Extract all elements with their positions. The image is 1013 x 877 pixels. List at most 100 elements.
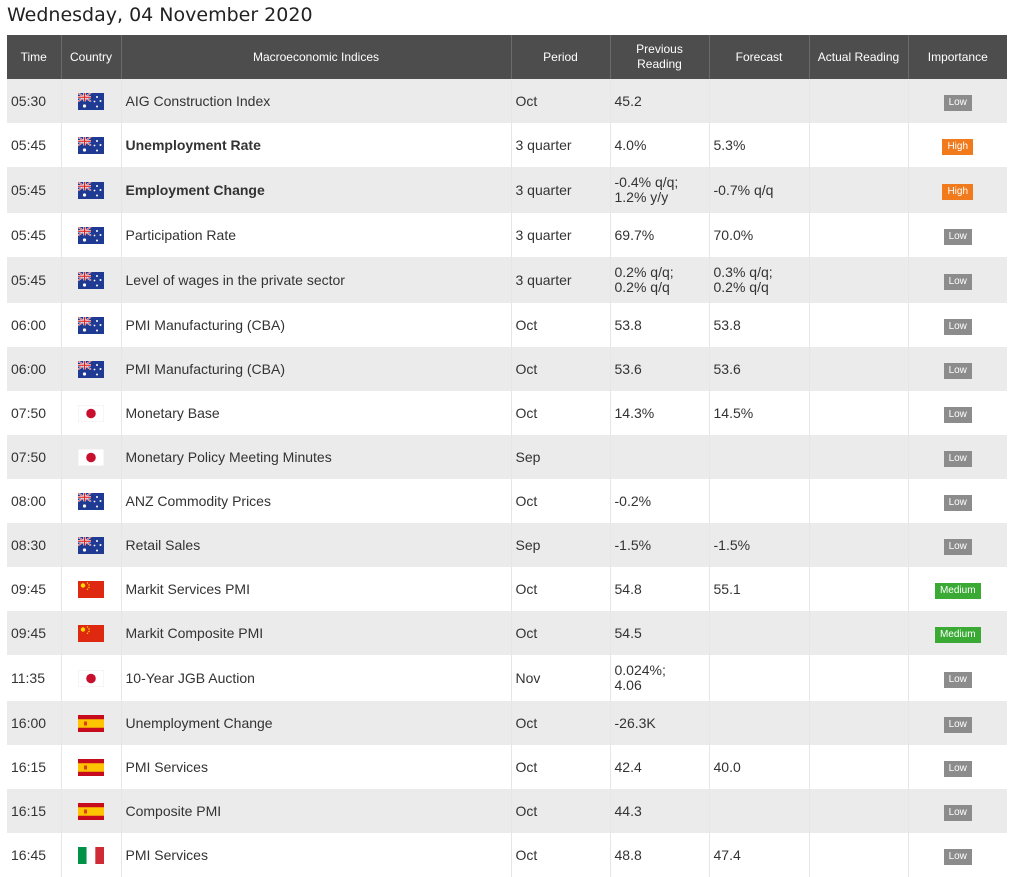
period-cell: Sep bbox=[511, 523, 611, 567]
table-row[interactable]: 16:15 PMI Services Oct 42.4 40.0 Low bbox=[7, 745, 1007, 789]
importance-cell: Low bbox=[908, 435, 1007, 479]
china-flag-icon bbox=[78, 624, 104, 642]
table-row[interactable]: 05:45 Participation Rate 3 quarter 69.7% 70.… bbox=[7, 213, 1007, 257]
indicator-name[interactable]: ANZ Commodity Prices bbox=[121, 479, 512, 523]
time-cell: 06:00 bbox=[7, 303, 62, 347]
forecast-cell bbox=[709, 655, 810, 701]
table-row[interactable]: 16:15 Composite PMI Oct 44.3 Low bbox=[7, 789, 1007, 833]
period-cell: Oct bbox=[511, 479, 611, 523]
indicator-name[interactable]: Unemployment Rate bbox=[121, 123, 512, 167]
indicator-name[interactable]: AIG Construction Index bbox=[121, 79, 512, 123]
australia-flag-icon bbox=[77, 92, 104, 110]
importance-badge: Low bbox=[943, 804, 972, 821]
australia-flag-icon bbox=[77, 492, 104, 510]
table-body: 05:30 AIG Construction Index Oct 45.2 Low 05:… bbox=[7, 79, 1007, 877]
importance-badge: Low bbox=[943, 538, 972, 555]
forecast-cell: 55.1 bbox=[709, 567, 810, 611]
time-cell: 05:45 bbox=[7, 167, 62, 213]
time-cell: 05:45 bbox=[7, 213, 62, 257]
previous-reading-cell: 44.3 bbox=[610, 789, 710, 833]
period-cell: Oct bbox=[511, 391, 611, 435]
importance-badge: Low bbox=[943, 716, 972, 733]
country-cell bbox=[61, 611, 122, 655]
time-cell: 05:45 bbox=[7, 123, 62, 167]
australia-flag-icon bbox=[77, 271, 104, 289]
importance-badge: Low bbox=[943, 228, 972, 245]
indicator-name[interactable]: Employment Change bbox=[121, 167, 512, 213]
actual-reading-cell bbox=[809, 523, 909, 567]
country-cell bbox=[61, 655, 122, 701]
previous-reading-cell: -1.5% bbox=[610, 523, 710, 567]
period-cell: Oct bbox=[511, 745, 611, 789]
importance-cell: Low bbox=[908, 655, 1007, 701]
importance-cell: Low bbox=[908, 391, 1007, 435]
forecast-cell: 47.4 bbox=[709, 833, 810, 877]
indicator-name[interactable]: Monetary Policy Meeting Minutes bbox=[121, 435, 512, 479]
table-row[interactable]: 07:50 Monetary Base Oct 14.3% 14.5% Low bbox=[7, 391, 1007, 435]
forecast-cell bbox=[709, 435, 810, 479]
table-header-row: Time Country Macroeconomic Indices Perio… bbox=[7, 35, 1007, 79]
previous-reading-cell bbox=[610, 435, 710, 479]
importance-badge: Low bbox=[943, 494, 972, 511]
country-cell bbox=[61, 789, 122, 833]
table-row[interactable]: 05:45 Level of wages in the private secto… bbox=[7, 257, 1007, 303]
table-row[interactable]: 08:30 Retail Sales Sep -1.5% -1.5% Low bbox=[7, 523, 1007, 567]
column-header-previous: Previous Reading bbox=[610, 35, 710, 79]
previous-reading-cell: 42.4 bbox=[610, 745, 710, 789]
indicator-name[interactable]: PMI Manufacturing (CBA) bbox=[121, 347, 512, 391]
table-row[interactable]: 06:00 PMI Manufacturing (CBA) Oct 53.8 53.8 L… bbox=[7, 303, 1007, 347]
importance-cell: Low bbox=[908, 79, 1007, 123]
australia-flag-icon bbox=[77, 316, 104, 334]
indicator-name[interactable]: PMI Services bbox=[121, 745, 512, 789]
table-row[interactable]: 09:45 Markit Composite PMI Oct 54.5 Medium bbox=[7, 611, 1007, 655]
importance-cell: Medium bbox=[908, 611, 1007, 655]
period-cell: 3 quarter bbox=[511, 257, 611, 303]
spain-flag-icon bbox=[78, 714, 104, 732]
indicator-name[interactable]: Level of wages in the private sector bbox=[121, 257, 512, 303]
table-row[interactable]: 16:00 Unemployment Change Oct -26.3K Low bbox=[7, 701, 1007, 745]
country-cell bbox=[61, 745, 122, 789]
indicator-name[interactable]: Markit Composite PMI bbox=[121, 611, 512, 655]
country-cell bbox=[61, 257, 122, 303]
time-cell: 08:00 bbox=[7, 479, 62, 523]
previous-reading-cell: 54.5 bbox=[610, 611, 710, 655]
forecast-cell: 5.3% bbox=[709, 123, 810, 167]
column-header-period: Period bbox=[511, 35, 611, 79]
country-cell bbox=[61, 479, 122, 523]
indicator-name[interactable]: Markit Services PMI bbox=[121, 567, 512, 611]
importance-cell: Low bbox=[908, 347, 1007, 391]
actual-reading-cell bbox=[809, 257, 909, 303]
time-cell: 05:45 bbox=[7, 257, 62, 303]
time-cell: 08:30 bbox=[7, 523, 62, 567]
table-row[interactable]: 08:00 ANZ Commodity Prices Oct -0.2% Low bbox=[7, 479, 1007, 523]
table-row[interactable]: 05:30 AIG Construction Index Oct 45.2 Low bbox=[7, 79, 1007, 123]
previous-reading-cell: 0.024%; 4.06 bbox=[610, 655, 710, 701]
actual-reading-cell bbox=[809, 789, 909, 833]
table-row[interactable]: 05:45 Employment Change 3 quarter -0.4% q/q… bbox=[7, 167, 1007, 213]
forecast-cell bbox=[709, 701, 810, 745]
indicator-name[interactable]: PMI Services bbox=[121, 833, 512, 877]
indicator-name[interactable]: PMI Manufacturing (CBA) bbox=[121, 303, 512, 347]
importance-badge: Low bbox=[943, 318, 972, 335]
indicator-name[interactable]: Participation Rate bbox=[121, 213, 512, 257]
indicator-name[interactable]: Unemployment Change bbox=[121, 701, 512, 745]
table-row[interactable]: 06:00 PMI Manufacturing (CBA) Oct 53.6 53.6 L… bbox=[7, 347, 1007, 391]
table-row[interactable]: 16:45 PMI Services Oct 48.8 47.4 Low bbox=[7, 833, 1007, 877]
table-row[interactable]: 05:45 Unemployment Rate 3 quarter 4.0% 5.3% H… bbox=[7, 123, 1007, 167]
actual-reading-cell bbox=[809, 79, 909, 123]
indicator-name[interactable]: Monetary Base bbox=[121, 391, 512, 435]
time-cell: 07:50 bbox=[7, 391, 62, 435]
indicator-name[interactable]: Composite PMI bbox=[121, 789, 512, 833]
actual-reading-cell bbox=[809, 391, 909, 435]
forecast-cell: -1.5% bbox=[709, 523, 810, 567]
time-cell: 09:45 bbox=[7, 567, 62, 611]
table-row[interactable]: 07:50 Monetary Policy Meeting Minutes Sep L… bbox=[7, 435, 1007, 479]
table-row[interactable]: 09:45 Markit Services PMI Oct 54.8 55.1 Mediu… bbox=[7, 567, 1007, 611]
indicator-name[interactable]: 10-Year JGB Auction bbox=[121, 655, 512, 701]
table-row[interactable]: 11:35 10-Year JGB Auction Nov 0.024%; 4.06 Lo… bbox=[7, 655, 1007, 701]
forecast-cell: 14.5% bbox=[709, 391, 810, 435]
actual-reading-cell bbox=[809, 479, 909, 523]
importance-badge: Low bbox=[943, 362, 972, 379]
time-cell: 05:30 bbox=[7, 79, 62, 123]
indicator-name[interactable]: Retail Sales bbox=[121, 523, 512, 567]
